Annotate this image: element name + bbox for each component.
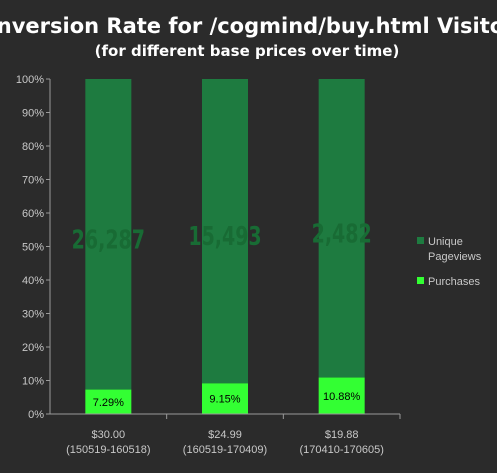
purchase-rate-data-label: 9.15% xyxy=(209,394,240,406)
bar-purchases xyxy=(202,383,248,414)
bar-purchases xyxy=(85,389,132,414)
legend-swatch xyxy=(417,277,424,284)
y-tick-label: 0% xyxy=(28,409,44,421)
y-tick-label: 30% xyxy=(22,309,44,321)
x-category-price: $24.99 xyxy=(208,429,242,441)
pageviews-data-label: 15,493 xyxy=(188,222,261,252)
y-tick-label: 80% xyxy=(22,141,44,153)
x-category-price: $19.88 xyxy=(325,429,359,441)
legend-label: Unique xyxy=(428,236,463,248)
legend-label: Pageviews xyxy=(428,251,482,263)
bar-purchases xyxy=(318,377,365,414)
legend: Unique Pageviews Purchases xyxy=(417,236,482,288)
y-tick-label: 10% xyxy=(22,376,44,388)
x-category-price: $30.00 xyxy=(92,429,126,441)
pageviews-data-label: 2,482 xyxy=(312,220,372,250)
x-category-date-range: (150519-160518) xyxy=(66,444,150,456)
bar-unique-pageviews xyxy=(85,79,132,390)
purchase-rate-data-label: 7.29% xyxy=(93,397,124,409)
pageviews-data-label: 26,287 xyxy=(72,226,145,256)
bar-unique-pageviews xyxy=(318,79,365,378)
x-category-date-range: (160519-170409) xyxy=(183,444,267,456)
purchase-rate-data-label: 10.88% xyxy=(323,391,361,403)
y-tick-label: 50% xyxy=(22,242,44,254)
y-axis: 0% 10% 20% 30% 40% 50% 60% 70% 80% 90% 100% xyxy=(16,74,51,421)
legend-label: Purchases xyxy=(428,276,480,288)
y-tick-label: 40% xyxy=(22,275,44,287)
y-tick-label: 60% xyxy=(22,208,44,220)
legend-swatch xyxy=(417,237,424,244)
y-tick-label: 90% xyxy=(22,108,44,120)
y-tick-label: 20% xyxy=(22,342,44,354)
x-axis: $30.00 (150519-160518) $24.99 (160519-17040… xyxy=(50,413,401,456)
bars: 26,287 7.29% 15,493 9.15% 2,482 10.88% xyxy=(72,79,372,414)
bar-unique-pageviews xyxy=(202,79,248,384)
chart-title: Conversion Rate for /cogmind/buy.html Vi… xyxy=(0,14,497,38)
chart-subtitle: (for different base prices over time) xyxy=(95,42,400,60)
y-tick-label: 70% xyxy=(22,175,44,187)
y-tick-label: 100% xyxy=(16,74,44,86)
x-category-date-range: (170410-170605) xyxy=(299,444,383,456)
